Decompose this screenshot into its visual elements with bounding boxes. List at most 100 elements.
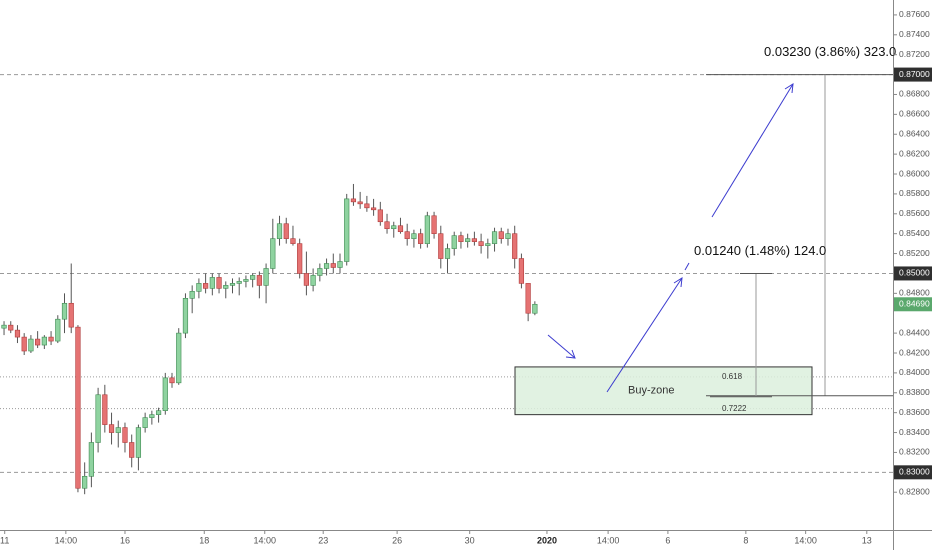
candle-body (303, 273, 310, 286)
candle-body (8, 324, 14, 331)
y-tick-label: 0.84200 (899, 347, 930, 357)
candle-body (364, 203, 370, 209)
y-tick-label: 0.85600 (899, 208, 930, 218)
candle-body (337, 261, 343, 268)
candle-body (444, 248, 451, 259)
y-tick-label: 0.83600 (899, 407, 930, 417)
candle-body (35, 338, 41, 346)
x-tick-label: 14:00 (597, 535, 620, 545)
price-tag (894, 67, 932, 82)
y-tick-label: 0.84400 (899, 327, 930, 337)
candle-body (458, 235, 464, 242)
candle-body (498, 231, 504, 239)
candle-body (243, 279, 249, 282)
x-tick-label: 11 (0, 535, 9, 545)
candle-body (142, 417, 148, 428)
candle-body (404, 231, 410, 239)
arrow (711, 83, 794, 218)
x-tick-label: 6 (665, 535, 670, 545)
y-tick-label: 0.82800 (899, 486, 930, 496)
plot: 0.618 0.7222 Buy-zone 0.03230 (3.86%) 323.0… (0, 44, 896, 495)
candle-body (169, 377, 175, 384)
candle-body (323, 263, 330, 269)
candle-body (223, 285, 229, 289)
candle-body (532, 303, 538, 314)
candle-body (108, 424, 115, 433)
candle-body (525, 283, 531, 314)
y-tick-label: 0.83400 (899, 427, 930, 437)
y-tick-label: 0.87400 (899, 29, 930, 39)
candle-body (276, 223, 283, 239)
y-tick-label: 0.84000 (899, 367, 930, 377)
candle-body (155, 410, 162, 415)
candle-body (236, 281, 242, 284)
candle-body (283, 223, 289, 239)
x-tick-label: 14:00 (253, 535, 276, 545)
candle-body (28, 338, 34, 352)
candle-body (344, 198, 350, 262)
x-tick-label: 13 (862, 535, 872, 545)
candle-body (122, 427, 128, 443)
candle-body (149, 414, 155, 418)
x-tick-label: 18 (199, 535, 209, 545)
x-tick-label: 8 (743, 535, 748, 545)
candle-body (95, 394, 101, 443)
candle-body (478, 241, 484, 246)
candle-body (196, 283, 202, 292)
y-tick-label: 0.86000 (899, 168, 930, 178)
measure-label: 0.03230 (3.86%) 323.0 (764, 44, 896, 59)
y-tick-label: 0.83800 (899, 387, 930, 397)
candle-body (518, 258, 525, 284)
fib-label: 0.7222 (722, 404, 747, 413)
candle-body (162, 377, 168, 411)
candle-body (310, 275, 316, 286)
candle-body (384, 221, 390, 230)
candle-body (135, 427, 142, 458)
candle-body (465, 238, 471, 242)
candle-body (216, 277, 222, 289)
candle-body (88, 442, 94, 477)
candle-body (256, 275, 262, 286)
candle-body (297, 243, 303, 274)
y-tick-label: 0.83000 (899, 467, 930, 477)
candle-body (512, 233, 518, 259)
candle-body (55, 318, 61, 342)
candle-body (229, 283, 236, 286)
arrow-head (565, 349, 576, 359)
y-tick-label: 0.87000 (899, 69, 930, 79)
candle-body (397, 225, 404, 232)
y-tick-label: 0.85000 (899, 268, 930, 278)
x-tick-label: 30 (465, 535, 475, 545)
candle-body (377, 209, 383, 223)
x-tick-label: 23 (318, 535, 328, 545)
x-tick-label: 2020 (537, 535, 557, 545)
y-tick-label: 0.85200 (899, 248, 930, 258)
price-tag (894, 266, 932, 281)
candle-body (1, 324, 7, 329)
buy-zone-label: Buy-zone (628, 385, 674, 397)
candle-body (102, 394, 108, 425)
y-tick-label: 0.85800 (899, 188, 930, 198)
candle-body (350, 198, 357, 203)
candle-body (68, 302, 74, 328)
arrow (684, 262, 690, 271)
y-tick-label: 0.86800 (899, 89, 930, 99)
candle-body (330, 263, 336, 268)
arrow (547, 334, 576, 359)
candle-body (418, 233, 424, 244)
candle-body (317, 268, 323, 276)
candle-body (189, 291, 195, 299)
candle-body (263, 268, 269, 286)
arrow (606, 277, 683, 393)
candle-body (485, 243, 491, 246)
candle-body (115, 427, 121, 433)
candle-body (182, 298, 189, 334)
arrow-head (784, 83, 794, 94)
y-tick-label: 0.83200 (899, 447, 930, 457)
candle-body (129, 442, 135, 458)
candle-body (431, 215, 437, 234)
candle-body (438, 233, 444, 259)
candle-body (451, 235, 457, 249)
